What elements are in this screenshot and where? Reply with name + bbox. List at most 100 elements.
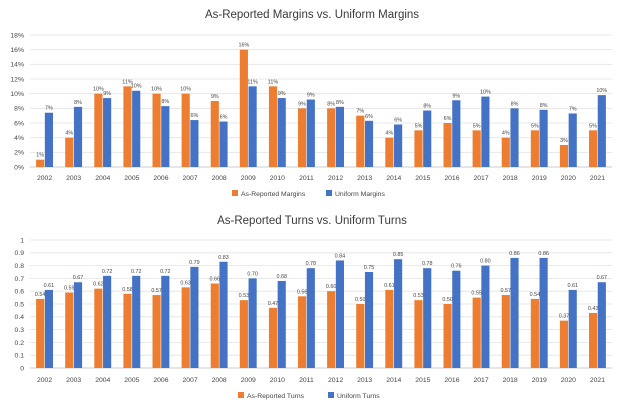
- data-label: 0.79: [189, 260, 200, 266]
- bar-as-reported: [327, 108, 336, 167]
- margins-chart: As-Reported Margins vs. Uniform Margins 0…: [10, 9, 612, 198]
- data-label: 0.86: [538, 251, 549, 257]
- y-tick-label: 6%: [14, 120, 24, 127]
- data-label: 7%: [569, 106, 577, 112]
- bar-as-reported: [210, 283, 219, 368]
- data-label: 0.72: [160, 269, 171, 275]
- bar-uniform: [277, 280, 286, 368]
- bar-as-reported: [559, 145, 569, 167]
- data-label: 0.53: [239, 293, 250, 299]
- bar-as-reported: [501, 295, 510, 368]
- data-label: 10%: [93, 87, 104, 93]
- x-tick-label: 2021: [590, 175, 605, 182]
- data-label: 0.66: [210, 277, 221, 283]
- y-tick-label: 0.1: [15, 353, 25, 360]
- data-label: 4%: [502, 131, 510, 137]
- x-tick-label: 2003: [66, 175, 81, 182]
- bar-as-reported: [530, 298, 539, 368]
- bar-as-reported: [65, 137, 74, 167]
- bar-as-reported: [501, 137, 510, 167]
- data-label: 7%: [45, 106, 53, 112]
- bar-as-reported: [152, 295, 161, 368]
- bar-uniform: [44, 289, 53, 368]
- y-tick-label: 18%: [10, 32, 24, 39]
- x-tick-label: 2018: [503, 377, 518, 384]
- data-label: 0.61: [567, 283, 578, 289]
- data-label: 8%: [511, 101, 519, 107]
- bar-uniform: [73, 282, 83, 368]
- legend-swatch: [232, 190, 238, 196]
- bar-as-reported: [152, 93, 161, 167]
- data-label: 4%: [65, 131, 73, 137]
- bar-as-reported: [123, 293, 132, 368]
- bar-as-reported: [94, 288, 103, 368]
- bar-as-reported: [94, 93, 103, 167]
- x-tick-label: 2004: [95, 377, 110, 384]
- bar-uniform: [44, 112, 53, 167]
- data-label: 0.54: [530, 292, 541, 298]
- y-tick-label: 10%: [10, 91, 24, 98]
- bar-uniform: [73, 106, 83, 167]
- data-label: 3%: [560, 138, 568, 144]
- x-tick-label: 2020: [561, 175, 576, 182]
- bar-as-reported: [472, 130, 481, 167]
- y-tick-label: 1: [20, 237, 24, 244]
- legend-label: As-Reported Margins: [241, 191, 306, 198]
- y-tick-label: 0.5: [15, 301, 25, 308]
- bar-uniform: [568, 289, 577, 368]
- data-label: 0.57: [151, 288, 162, 294]
- data-label: 8%: [336, 100, 344, 106]
- legend-label: As-Reported Turns: [247, 393, 305, 400]
- data-label: 0.56: [297, 289, 308, 295]
- y-tick-label: 12%: [10, 76, 24, 83]
- bar-as-reported: [356, 115, 365, 167]
- bar-uniform: [423, 268, 432, 368]
- bar-as-reported: [239, 49, 248, 167]
- data-label: 0.75: [364, 265, 375, 271]
- data-label: 8%: [74, 100, 82, 106]
- x-tick-label: 2014: [386, 175, 401, 182]
- y-tick-label: 0.4: [15, 314, 25, 321]
- x-tick-label: 2019: [532, 377, 547, 384]
- y-tick-label: 2%: [14, 150, 24, 157]
- legend-label: Uniform Margins: [335, 191, 385, 198]
- x-tick-label: 2006: [153, 377, 168, 384]
- bar-as-reported: [414, 130, 423, 167]
- data-label: 6%: [444, 116, 452, 122]
- bar-uniform: [539, 109, 548, 167]
- bar-as-reported: [268, 86, 278, 167]
- data-label: 1%: [36, 153, 44, 159]
- x-tick-label: 2015: [415, 175, 430, 182]
- bar-uniform: [364, 272, 374, 368]
- y-tick-label: 0.9: [15, 250, 25, 257]
- data-label: 0.61: [384, 283, 395, 289]
- data-label: 0.43: [588, 306, 599, 312]
- legend-label: Uniform Turns: [337, 393, 380, 400]
- y-tick-label: 0.6: [15, 289, 25, 296]
- bar-as-reported: [443, 123, 452, 167]
- data-label: 9%: [298, 101, 306, 107]
- bar-as-reported: [589, 312, 598, 368]
- data-label: 11%: [122, 79, 133, 85]
- x-tick-label: 2009: [241, 175, 256, 182]
- data-label: 8%: [161, 99, 169, 105]
- data-label: 11%: [247, 79, 258, 85]
- data-label: 7%: [356, 109, 364, 115]
- data-label: 5%: [473, 123, 481, 129]
- data-label: 0.50: [442, 297, 453, 303]
- chart-title: As-Reported Turns vs. Uniform Turns: [217, 215, 407, 227]
- bar-as-reported: [559, 320, 569, 368]
- bar-uniform: [132, 90, 141, 167]
- data-label: 6%: [220, 115, 228, 121]
- bar-uniform: [364, 120, 374, 167]
- bar-uniform: [306, 99, 315, 167]
- y-tick-label: 0.2: [15, 340, 25, 347]
- data-label: 0.63: [180, 280, 191, 286]
- data-label: 0.54: [35, 292, 46, 298]
- bar-uniform: [248, 86, 257, 167]
- x-tick-label: 2016: [444, 377, 459, 384]
- bar-as-reported: [298, 108, 307, 167]
- data-label: 0.57: [501, 288, 512, 294]
- y-tick-label: 14%: [10, 62, 24, 69]
